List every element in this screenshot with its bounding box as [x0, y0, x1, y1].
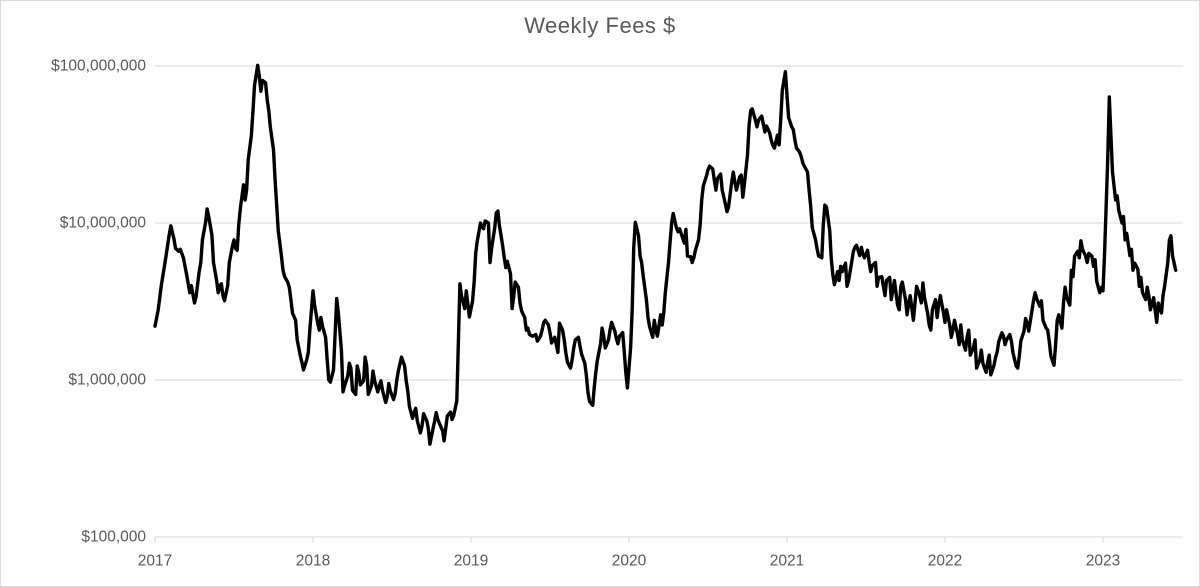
- x-tick-label: 2018: [296, 553, 330, 570]
- x-tick-label: 2017: [138, 553, 172, 570]
- chart-title: Weekly Fees $: [524, 13, 676, 38]
- x-tick-label: 2022: [928, 553, 962, 570]
- x-tick-label: 2023: [1086, 553, 1120, 570]
- x-tick-label: 2021: [770, 553, 804, 570]
- y-tick-label: $1,000,000: [68, 372, 146, 389]
- weekly-fees-line: [153, 63, 1178, 446]
- y-tick-label: $100,000,000: [51, 58, 146, 75]
- x-tick-label: 2019: [454, 553, 488, 570]
- y-tick-label: $10,000,000: [60, 215, 147, 232]
- y-tick-label: $100,000: [81, 529, 146, 546]
- x-tick-label: 2020: [612, 553, 647, 570]
